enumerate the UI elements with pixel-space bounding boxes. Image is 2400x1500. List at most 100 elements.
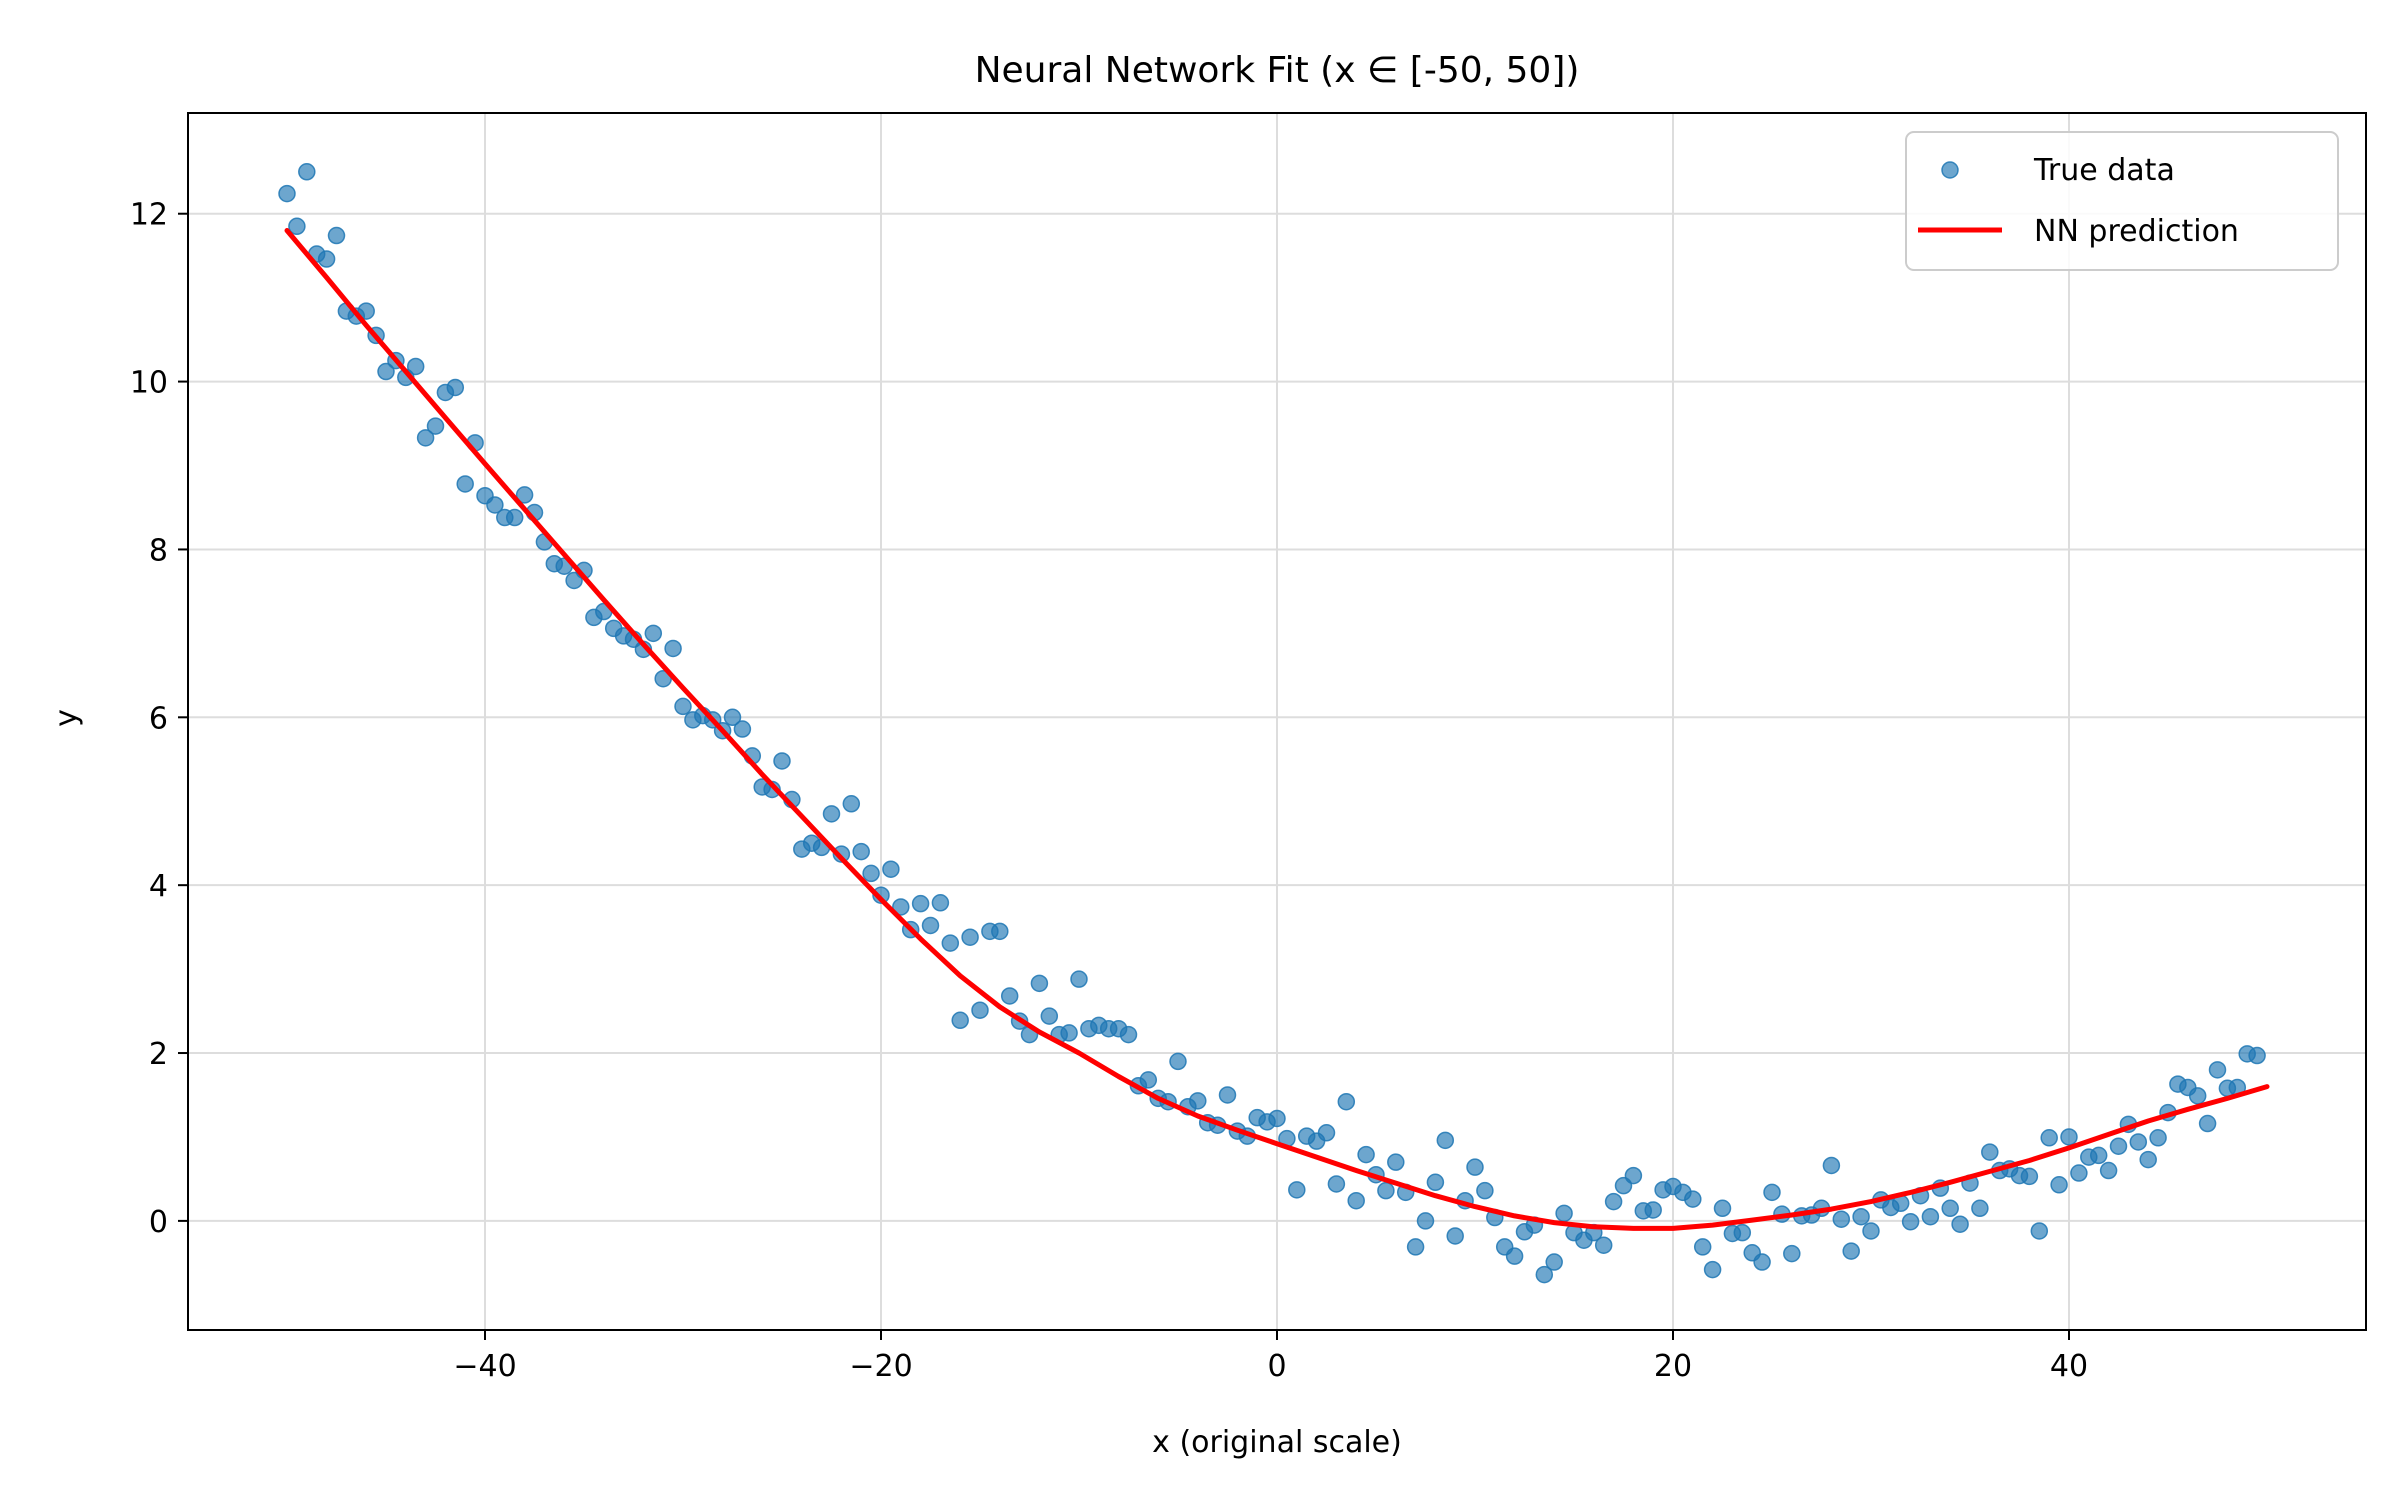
scatter-point	[1377, 1181, 1395, 1200]
scatter-point	[1060, 1024, 1078, 1042]
scatter-point	[872, 886, 890, 904]
scatter-point	[1862, 1222, 1880, 1240]
scatter-point	[2040, 1129, 2058, 1147]
legend: True data NN prediction	[1905, 131, 2339, 271]
y-tick-label: 4	[149, 869, 168, 904]
scatter-point	[1317, 1124, 1336, 1142]
scatter-point	[664, 639, 682, 658]
scatter-point	[1030, 974, 1049, 993]
scatter-point	[1604, 1192, 1623, 1211]
scatter-point	[951, 1011, 969, 1030]
scatter-point	[1822, 1156, 1841, 1175]
scatter-point	[288, 217, 306, 236]
y-tick-label: 10	[130, 366, 168, 401]
scatter-point	[486, 496, 504, 514]
scatter-point	[2060, 1128, 2078, 1146]
scatter-point	[1763, 1183, 1781, 1202]
scatter-point	[2188, 1087, 2207, 1105]
scatter-point	[1436, 1131, 1455, 1150]
scatter-point	[1852, 1207, 1870, 1226]
scatter-point	[1218, 1086, 1237, 1104]
scatter-point	[2149, 1129, 2167, 1147]
scatter-point	[654, 669, 672, 688]
scatter-point	[2020, 1167, 2039, 1186]
scatter-point	[931, 894, 950, 912]
scatter-point	[1357, 1145, 1375, 1164]
legend-true-data-marker	[1941, 161, 1959, 179]
scatter-point	[1981, 1143, 1999, 1161]
legend-true-data-label: True data	[2033, 153, 2175, 188]
x-tick-label: 0	[1267, 1349, 1286, 1384]
scatter-point	[1753, 1253, 1771, 1271]
y-axis-label: y	[49, 709, 84, 727]
scatter-point	[1268, 1109, 1286, 1128]
scatter-point	[2198, 1114, 2217, 1133]
scatter-point	[1783, 1244, 1801, 1263]
x-tick-label: 40	[2050, 1349, 2088, 1384]
scatter-point	[822, 805, 841, 823]
scatter-point	[1921, 1207, 1940, 1226]
y-tick-label: 12	[130, 198, 168, 233]
scatter-point	[515, 486, 534, 504]
scatter-point	[911, 894, 930, 913]
scatter-point	[1535, 1265, 1554, 1284]
grid	[188, 113, 2366, 1330]
scatter-point	[377, 362, 395, 381]
scatter-point	[1466, 1158, 1484, 1176]
scatter-point	[1545, 1253, 1563, 1271]
scatter-point	[2099, 1161, 2118, 1180]
scatter-point	[505, 508, 524, 527]
scatter-point	[1644, 1201, 1662, 1219]
scatter-point	[921, 916, 940, 935]
scatter-point	[2208, 1061, 2227, 1079]
scatter-point	[2248, 1046, 2266, 1065]
scatter-point	[1040, 1007, 1059, 1025]
scatter-point	[674, 697, 692, 716]
scatter-point	[1624, 1166, 1643, 1185]
scatter-point	[1406, 1238, 1425, 1256]
scatter-point	[406, 357, 425, 376]
scatter-point	[1327, 1175, 1346, 1193]
scatter-point	[1693, 1238, 1712, 1256]
scatter-point	[446, 378, 465, 397]
line-series	[284, 228, 2270, 1231]
y-tick-label: 8	[149, 533, 168, 568]
nn-prediction-line	[284, 228, 2270, 1231]
scatter-point	[357, 302, 375, 320]
scatter-point	[1901, 1212, 1920, 1231]
scatter-point	[1832, 1210, 1851, 1228]
y-tick-label: 2	[149, 1037, 168, 1072]
scatter-point	[317, 250, 336, 268]
scatter-point	[971, 1001, 989, 1019]
scatter-point	[644, 624, 663, 643]
x-axis-label: x (original scale)	[1152, 1425, 1402, 1460]
scatter-point	[773, 752, 791, 770]
scatter-point	[2030, 1222, 2049, 1240]
scatter-point	[2050, 1176, 2068, 1194]
scatter-point	[426, 417, 445, 435]
scatter-point	[1941, 1199, 1959, 1218]
scatter-point	[1119, 1025, 1138, 1044]
scatter-point	[1426, 1173, 1445, 1192]
scatter-point	[1169, 1052, 1187, 1071]
scatter-point	[1000, 987, 1019, 1005]
scatter-point	[416, 429, 435, 447]
y-tick-label: 0	[149, 1205, 168, 1240]
scatter-point	[2089, 1146, 2108, 1165]
x-axis-ticks: −40 −20 0 20 40	[453, 1330, 2088, 1384]
scatter-point	[2139, 1150, 2157, 1169]
scatter-point	[1951, 1215, 1969, 1233]
scatter-point	[2109, 1137, 2128, 1155]
scatter-point	[961, 928, 979, 946]
scatter-point	[1555, 1204, 1573, 1223]
x-tick-label: −20	[849, 1349, 912, 1384]
scatter-point	[298, 163, 316, 181]
scatter-point	[852, 842, 870, 861]
y-axis-ticks: 0 2 4 6 8 10 12	[130, 198, 188, 1240]
scatter-point	[832, 845, 851, 863]
scatter-point	[1733, 1223, 1752, 1242]
scatter-point	[842, 795, 861, 813]
legend-nn-prediction-label: NN prediction	[2034, 214, 2239, 249]
